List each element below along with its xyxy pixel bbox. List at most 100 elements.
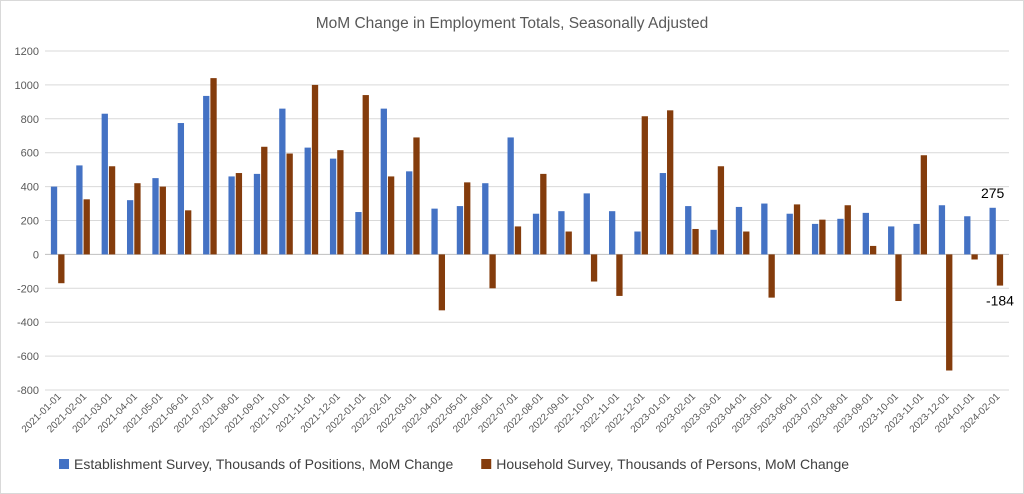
bar-household <box>565 231 572 255</box>
legend-label-household: Household Survey, Thousands of Persons, … <box>496 456 849 472</box>
x-axis-ticks: 2021-01-012021-02-012021-03-012021-04-01… <box>20 391 1003 435</box>
y-tick-label: 600 <box>21 148 39 160</box>
bar-household <box>692 228 699 255</box>
legend-swatch-household <box>481 459 492 469</box>
bar-household <box>438 254 446 311</box>
bar-household <box>210 78 217 255</box>
legend: Establishment Survey, Thousands of Posit… <box>59 456 849 472</box>
bar-establishment <box>913 223 920 255</box>
bar-establishment <box>964 216 971 255</box>
bar-establishment <box>583 193 590 255</box>
bar-establishment <box>482 183 489 255</box>
bar-household <box>286 153 293 255</box>
bar-establishment <box>710 229 717 255</box>
bar-establishment <box>355 212 362 255</box>
bar-household <box>540 173 547 255</box>
bar-establishment <box>989 207 996 255</box>
bar-household <box>311 84 319 255</box>
bar-establishment <box>203 95 210 255</box>
y-tick-label: 1200 <box>15 46 39 58</box>
legend-swatch-establishment <box>59 459 69 469</box>
y-tick-label: 800 <box>21 114 39 126</box>
bar-household <box>667 110 674 255</box>
bar-establishment <box>558 211 565 255</box>
bar-household <box>83 199 90 255</box>
bar-household <box>996 254 1004 286</box>
bar-establishment <box>888 226 895 255</box>
bar-household <box>185 210 192 255</box>
bar-household <box>235 173 243 255</box>
y-tick-label: -200 <box>17 283 39 295</box>
bars <box>50 78 1004 371</box>
bar-household <box>387 176 395 255</box>
bar-establishment <box>431 208 438 255</box>
bar-establishment <box>735 206 743 255</box>
bar-household <box>920 155 928 255</box>
bar-establishment <box>279 108 286 255</box>
bar-establishment <box>228 176 235 255</box>
bar-household <box>108 166 116 255</box>
bar-household <box>413 137 420 255</box>
y-tick-label: -800 <box>17 385 39 397</box>
bar-household <box>159 186 166 255</box>
bar-establishment <box>406 171 413 255</box>
y-axis-ticks: -800 -600 -400 -200 0 200 400 600 800 1000 1200 <box>15 46 39 397</box>
bar-household <box>971 254 978 260</box>
bar-household <box>134 183 141 255</box>
bar-household <box>793 204 801 255</box>
bar-establishment <box>634 231 641 255</box>
bar-household <box>743 231 750 255</box>
bar-establishment <box>837 218 844 255</box>
bar-household <box>869 245 877 255</box>
bar-establishment <box>938 205 946 255</box>
bar-establishment <box>177 123 185 255</box>
bar-establishment <box>304 147 311 255</box>
bar-household <box>337 150 344 255</box>
bar-establishment <box>456 206 464 255</box>
bar-establishment <box>532 213 540 255</box>
bar-establishment <box>253 173 261 255</box>
bar-establishment <box>507 137 514 255</box>
bar-household <box>641 116 648 255</box>
y-tick-label: 0 <box>33 249 39 261</box>
bar-establishment <box>76 165 83 255</box>
bar-establishment <box>811 223 819 255</box>
legend-label-establishment: Establishment Survey, Thousands of Posit… <box>74 456 453 472</box>
data-label-last-establishment: 275 <box>981 185 1005 201</box>
data-label-last-household: -184 <box>986 293 1014 309</box>
y-tick-label: -400 <box>17 317 39 329</box>
bar-household <box>946 254 953 371</box>
data-labels: 275 -184 <box>981 185 1014 309</box>
y-tick-label: 200 <box>21 216 39 228</box>
bar-household <box>844 205 851 255</box>
bar-establishment <box>786 213 793 255</box>
bar-household <box>616 254 623 296</box>
bar-establishment <box>152 178 159 255</box>
bar-household <box>261 146 268 255</box>
bar-establishment <box>101 113 108 255</box>
bar-household <box>464 182 471 255</box>
bar-establishment <box>50 186 58 255</box>
bar-establishment <box>380 108 387 255</box>
bar-household <box>819 219 826 255</box>
bar-establishment <box>685 206 692 255</box>
bar-establishment <box>608 211 616 255</box>
y-tick-label: 1000 <box>15 80 39 92</box>
bar-household <box>58 254 65 284</box>
bar-household <box>489 254 496 289</box>
chart-title: MoM Change in Employment Totals, Seasona… <box>316 15 709 32</box>
bar-establishment <box>659 173 667 255</box>
y-tick-label: -600 <box>17 351 39 363</box>
bar-household <box>590 254 598 282</box>
bar-establishment <box>862 212 869 255</box>
bar-household <box>362 95 369 255</box>
bar-household <box>717 166 725 255</box>
bar-establishment <box>329 158 337 255</box>
y-tick-label: 400 <box>21 182 39 194</box>
bar-household <box>895 254 902 302</box>
bar-household <box>768 254 775 298</box>
bar-household <box>514 226 522 255</box>
bar-establishment <box>761 203 768 255</box>
